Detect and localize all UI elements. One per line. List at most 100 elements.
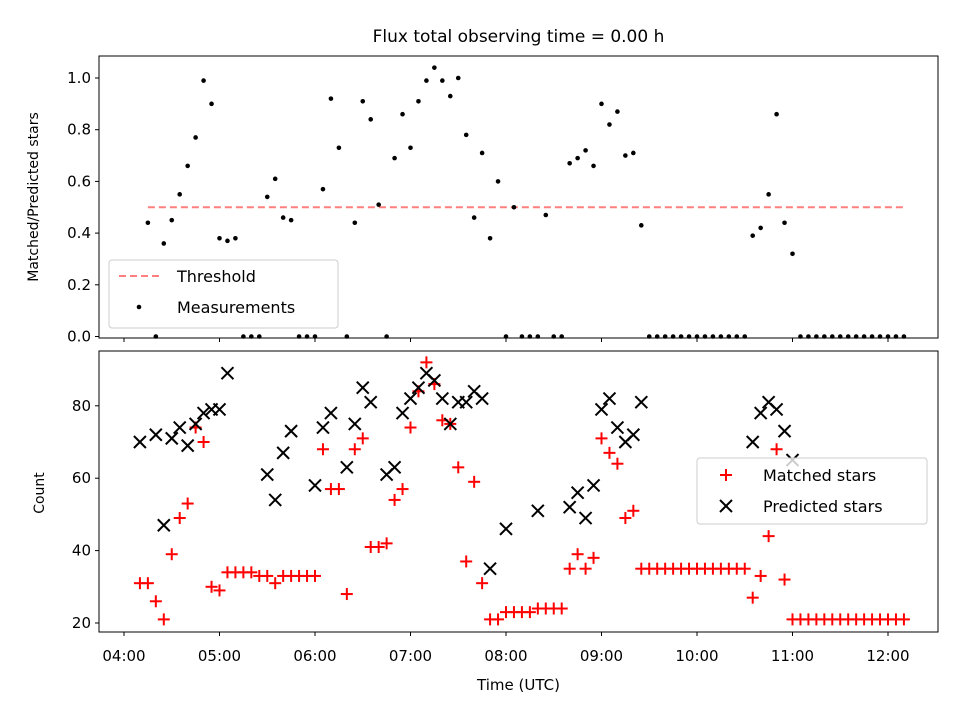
measurement-point [392,155,397,161]
matched-star-marker [468,475,481,488]
top-y-tick-label: 0.8 [67,121,91,139]
matched-star-marker [611,457,624,470]
matched-star-marker [452,461,465,474]
matched-star-marker [571,548,584,561]
measurement-point [543,212,549,218]
measurement-point [161,241,167,246]
predicted-star-marker [753,406,768,420]
matched-star-marker [754,569,767,582]
matched-star-marker [205,580,218,593]
measurement-point [638,223,644,228]
predicted-star-marker [356,380,370,395]
predicted-star-marker [475,391,489,406]
bottom-y-tick-label: 80 [72,397,91,415]
measurement-point [782,220,787,226]
predicted-stars-points [133,366,800,576]
top-y-tick-label: 0.4 [67,224,91,242]
matched-star-marker [746,591,759,604]
matched-star-marker [181,497,194,510]
predicted-star-marker [340,460,354,475]
matched-star-marker [619,512,632,525]
measurement-point [447,93,453,99]
top-y-ticks: 0.0 0.2 0.4 0.6 0.8 1.0 [67,69,99,346]
measurement-point [424,78,429,83]
bottom-x-tick-label: 12:00 [866,647,909,665]
measurement-point [471,215,477,220]
predicted-star-marker [196,406,211,420]
predicted-star-marker [427,373,442,388]
matched-star-marker [627,504,640,517]
predicted-star-marker [602,391,617,406]
measurement-point [432,65,437,70]
measurement-point [440,78,445,83]
matched-star-marker [261,569,274,582]
predicted-star-marker [316,420,330,435]
top-y-tick-label: 1.0 [67,69,91,87]
measurement-point [320,186,326,192]
measurement-point [575,155,580,161]
measurement-point [463,132,469,138]
matched-star-marker [197,436,210,448]
predicted-star-marker [634,395,648,409]
bottom-y-tick-label: 20 [72,614,91,632]
top-legend: Threshold Measurements [108,259,339,329]
matched-star-marker [595,432,608,445]
top-x-ticks [123,338,889,342]
measurement-point [352,220,358,226]
matched-star-marker [149,595,162,608]
matched-star-marker [380,537,393,550]
predicted-star-marker [531,504,545,518]
matched-stars-points [133,356,910,626]
measurement-point [790,251,795,257]
measurement-point [376,202,381,207]
measurement-point [495,179,501,184]
measurement-point [511,204,517,210]
matched-star-marker [460,555,473,568]
predicted-star-marker [276,446,290,460]
matched-star-marker [356,432,369,445]
matched-star-marker [563,562,576,575]
measurement-point [583,148,588,153]
measurement-point [368,117,374,122]
predicted-star-marker [173,420,187,435]
bottom-x-tick-label: 05:00 [198,647,241,665]
top-plot-frame [98,55,939,339]
top-y-tick-label: 0.2 [67,276,91,294]
matched-star-marker [476,577,489,590]
measurement-point [766,192,771,197]
predicted-star-marker [435,391,450,406]
predicted-star-marker [387,460,402,475]
predicted-star-marker [562,500,577,514]
measurement-point [455,75,461,81]
measurement-point [201,78,206,83]
top-y-tick-label: 0.6 [67,172,91,190]
measurement-point [750,233,756,238]
bottom-panel: Count Time (UTC) 20 40 60 80 04:00 05:00 06:0… [32,350,939,694]
measurement-point [408,145,413,151]
matched-star-marker [173,512,186,525]
measurement-point [209,101,214,107]
measurement-point [360,98,366,104]
predicted-star-marker [308,478,322,493]
predicted-star-marker [133,435,147,449]
bottom-x-tick-label: 07:00 [389,647,432,665]
matched-star-marker [587,551,600,564]
measurement-point [479,150,485,156]
matched-star-marker [603,446,616,459]
measurement-point [145,220,151,226]
measurement-point [607,122,612,127]
matched-star-marker [245,566,258,579]
measurement-point [233,235,238,241]
measurement-point [328,96,334,101]
bottom-y-ticks: 20 40 60 80 [72,397,99,632]
predicted-star-marker [220,366,235,380]
predicted-star-marker [324,406,338,420]
bottom-y-tick-label: 60 [72,469,91,487]
predicted-star-marker [777,424,792,438]
matched-star-marker [396,483,409,496]
matched-star-marker [157,613,170,626]
bottom-x-tick-label: 06:00 [293,647,336,665]
measurement-point [280,215,286,220]
measurement-point [615,109,620,114]
top-legend-box [108,259,339,329]
